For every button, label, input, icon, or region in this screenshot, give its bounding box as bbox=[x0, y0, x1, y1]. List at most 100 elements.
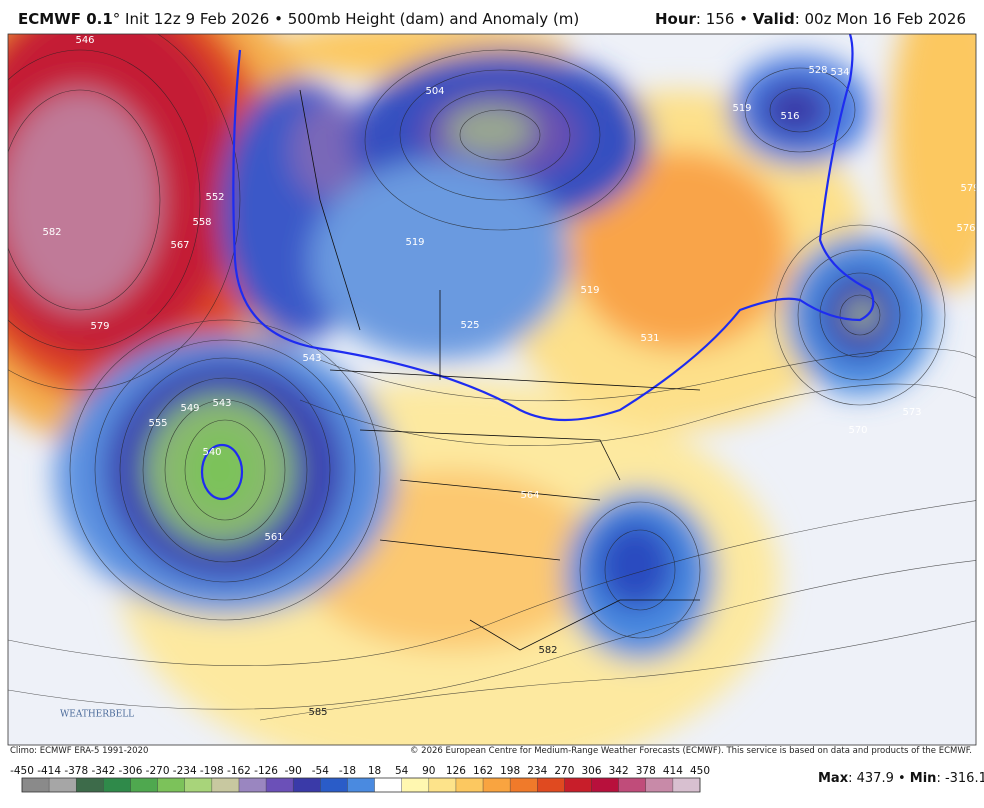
contour-label: 582 bbox=[538, 645, 557, 656]
colorbar: -450 -414 -378 -342 -306 -270 -234 -198 -162 -126… bbox=[10, 765, 710, 793]
contour-label: 519 bbox=[732, 103, 751, 114]
colorbar-segment bbox=[672, 778, 700, 792]
colorbar-segment bbox=[211, 778, 239, 792]
colorbar-tick-label: 306 bbox=[581, 765, 601, 777]
colorbar-tick-label: -414 bbox=[37, 765, 61, 777]
colorbar-tick-label: 18 bbox=[368, 765, 381, 777]
colorbar-tick-label: -54 bbox=[312, 765, 329, 777]
climo-note: Climo: ECMWF ERA-5 1991-2020 bbox=[10, 746, 149, 756]
colorbar-segment bbox=[266, 778, 294, 792]
header-text: Valid bbox=[752, 10, 795, 28]
contour-label: 549 bbox=[180, 403, 199, 414]
colorbar-segment bbox=[401, 778, 429, 792]
contour-label: 579 bbox=[960, 183, 979, 194]
colorbar-segment bbox=[483, 778, 511, 792]
header-text: ° Init 12z 9 Feb 2026 • 500mb Height (da… bbox=[112, 10, 580, 28]
colorbar-segment bbox=[428, 778, 456, 792]
colorbar-segment bbox=[293, 778, 321, 792]
colorbar-tick-label: -342 bbox=[91, 765, 115, 777]
colorbar-segment bbox=[347, 778, 375, 792]
contour-label: 552 bbox=[205, 192, 224, 203]
header-right: Hour: 156 • Valid: 00z Mon 16 Feb 2026 bbox=[655, 10, 966, 28]
contour-label: 531 bbox=[640, 333, 659, 344]
colorbar-tick-label: -18 bbox=[339, 765, 356, 777]
colorbar-segment bbox=[537, 778, 565, 792]
contour-label: 534 bbox=[830, 67, 849, 78]
contour-label: 564 bbox=[520, 490, 539, 501]
contour-label: 558 bbox=[192, 217, 211, 228]
colorbar-segment bbox=[591, 778, 619, 792]
map-field: 546 582 579 567 558 552 504 519 516 528 534 519 531 5… bbox=[8, 34, 979, 745]
colorbar-tick-label: 378 bbox=[636, 765, 656, 777]
contour-label: 546 bbox=[75, 35, 94, 46]
contour-label: 528 bbox=[808, 65, 827, 76]
stat-text: Min bbox=[909, 771, 937, 786]
stat-text: : bbox=[936, 771, 945, 786]
colorbar-segment bbox=[374, 778, 402, 792]
stat-text: 437.9 bbox=[856, 771, 894, 786]
colorbar-segment bbox=[184, 778, 212, 792]
colorbar-segment bbox=[510, 778, 538, 792]
colorbar-tick-label: 414 bbox=[663, 765, 683, 777]
copyright: © 2026 European Centre for Medium-Range … bbox=[409, 746, 972, 756]
contour-label: 543 bbox=[212, 398, 231, 409]
colorbar-segment bbox=[22, 778, 50, 792]
contour-label: 525 bbox=[460, 320, 479, 331]
contour-label: 516 bbox=[780, 111, 799, 122]
colorbar-segment bbox=[238, 778, 267, 792]
colorbar-tick-label: 450 bbox=[690, 765, 710, 777]
stat-text: : bbox=[848, 771, 857, 786]
colorbar-tick-label: 126 bbox=[446, 765, 466, 777]
colorbar-tick-label: 234 bbox=[527, 765, 547, 777]
contour-label: 582 bbox=[42, 227, 61, 238]
contour-label: 567 bbox=[170, 240, 189, 251]
contour-label: 585 bbox=[308, 707, 327, 718]
colorbar-tick-label: -126 bbox=[254, 765, 278, 777]
colorbar-tick-label: 90 bbox=[422, 765, 435, 777]
colorbar-segment bbox=[618, 778, 646, 792]
colorbar-tick-label: -198 bbox=[200, 765, 224, 777]
contour-label: 579 bbox=[90, 321, 109, 332]
colorbar-tick-label: -90 bbox=[285, 765, 302, 777]
colorbar-tick-label: -306 bbox=[119, 765, 143, 777]
colorbar-tick-label: 342 bbox=[609, 765, 629, 777]
colorbar-segment bbox=[645, 778, 673, 792]
colorbar-segment bbox=[320, 778, 348, 792]
contour-label: 573 bbox=[902, 407, 921, 418]
contour-label: 519 bbox=[405, 237, 424, 248]
colorbar-tick-label: -378 bbox=[64, 765, 88, 777]
contour-label: 543 bbox=[302, 353, 321, 364]
header-text: Hour bbox=[654, 10, 696, 28]
header-text: ECMWF 0.1 bbox=[18, 10, 113, 28]
colorbar-tick-label: 270 bbox=[554, 765, 574, 777]
colorbar-segment bbox=[157, 778, 185, 792]
contour-label: 519 bbox=[580, 285, 599, 296]
colorbar-segment bbox=[564, 778, 592, 792]
contour-label: 561 bbox=[264, 532, 283, 543]
stat-text: Max bbox=[818, 771, 849, 786]
colorbar-segment bbox=[76, 778, 104, 792]
header-text: : 00z Mon 16 Feb 2026 bbox=[794, 10, 966, 28]
colorbar-tick-label: 162 bbox=[473, 765, 493, 777]
colorbar-tick-label: 54 bbox=[395, 765, 409, 777]
contour-label: 540 bbox=[202, 447, 221, 458]
contour-label: 570 bbox=[848, 425, 867, 436]
colorbar-segment bbox=[130, 778, 158, 792]
colorbar-tick-label: -270 bbox=[146, 765, 170, 777]
header-text: : 156 • bbox=[695, 10, 753, 28]
stat-text: -316.1 bbox=[944, 771, 984, 786]
contour-label: 504 bbox=[425, 86, 444, 97]
contour-label: 555 bbox=[148, 418, 167, 429]
colorbar-tick-label: -162 bbox=[227, 765, 251, 777]
colorbar-segment bbox=[455, 778, 484, 792]
colorbar-segment bbox=[103, 778, 131, 792]
header-left: ECMWF 0.1° Init 12z 9 Feb 2026 • 500mb H… bbox=[18, 10, 579, 28]
colorbar-tick-label: -450 bbox=[10, 765, 34, 777]
colorbar-tick-label: 198 bbox=[500, 765, 520, 777]
colorbar-segment bbox=[49, 778, 77, 792]
contour-label: 576 bbox=[956, 223, 975, 234]
stats: Max: 437.9 • Min: -316.1 bbox=[818, 771, 984, 786]
colorbar-tick-label: -234 bbox=[173, 765, 197, 777]
